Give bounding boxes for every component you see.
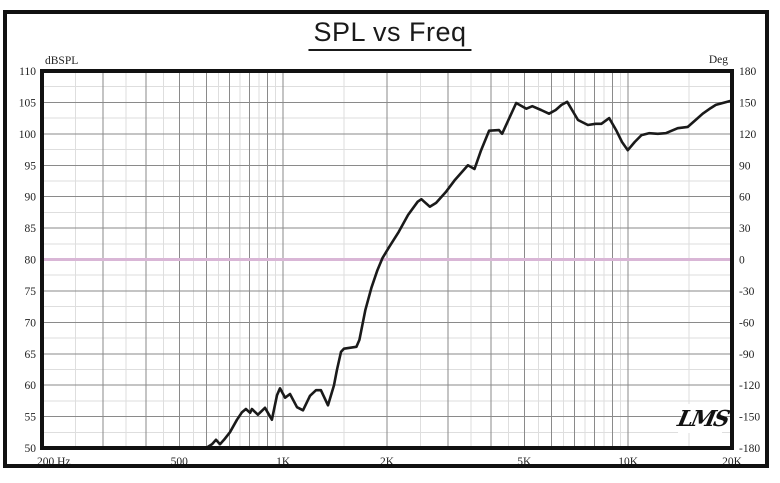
y-left-tick-label: 65 <box>25 349 37 361</box>
x-tick-label: 500 <box>171 456 189 468</box>
y-left-tick-label: 70 <box>25 317 37 329</box>
y-right-tick-label: -60 <box>739 317 755 329</box>
y-left-tick-label: 100 <box>19 129 37 141</box>
y-right-tick-label: -120 <box>739 380 760 392</box>
y-right-tick-label: 0 <box>739 255 745 267</box>
y-right-axis-unit: Deg <box>709 54 728 66</box>
y-left-tick-label: 95 <box>25 160 37 172</box>
lms-logo: LMS <box>675 404 731 433</box>
y-left-tick-label: 105 <box>19 97 37 109</box>
y-left-tick-label: 90 <box>25 192 37 204</box>
y-left-tick-label: 75 <box>25 286 37 298</box>
y-right-tick-label: 180 <box>739 66 757 78</box>
x-tick-label: 20K <box>722 456 743 468</box>
y-left-tick-label: 80 <box>25 255 37 267</box>
y-left-tick-label: 60 <box>25 380 37 392</box>
y-right-tick-label: 150 <box>739 97 757 109</box>
y-left-tick-label: 85 <box>25 223 37 235</box>
y-right-tick-label: -150 <box>739 412 760 424</box>
y-left-tick-label: 50 <box>25 443 37 455</box>
y-left-tick-label: 110 <box>19 66 36 78</box>
y-right-tick-label: 90 <box>739 160 751 172</box>
series-spl <box>204 99 734 450</box>
y-right-tick-label: -180 <box>739 443 760 455</box>
y-right-tick-label: 30 <box>739 223 751 235</box>
x-tick-label: 5K <box>517 456 532 468</box>
x-tick-label: 10K <box>618 456 639 468</box>
plot-border <box>40 69 734 450</box>
x-tick-label: 200 Hz <box>37 456 71 468</box>
chart-title: SPL vs Freq <box>308 17 472 51</box>
x-tick-label: 1K <box>276 456 291 468</box>
x-tick-label: 2K <box>380 456 395 468</box>
y-right-tick-label: -30 <box>739 286 755 298</box>
y-right-tick-label: 120 <box>739 129 757 141</box>
y-left-axis-unit: dBSPL <box>45 55 78 67</box>
y-right-tick-label: 60 <box>739 192 751 204</box>
y-right-tick-label: -90 <box>739 349 755 361</box>
y-left-tick-label: 55 <box>25 412 37 424</box>
